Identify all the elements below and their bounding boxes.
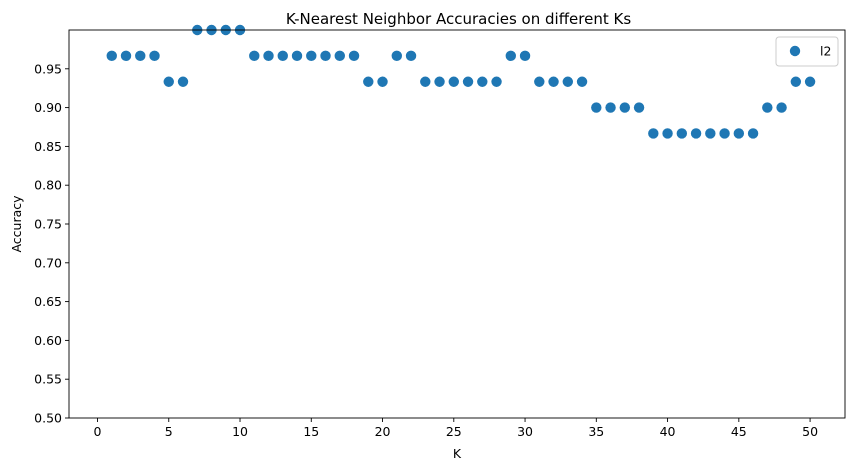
scatter-series [106,24,816,139]
data-point [135,50,146,62]
x-tick-label: 30 [517,424,533,439]
data-point [733,128,745,139]
x-tick-label: 35 [588,424,604,439]
data-point [420,76,431,87]
data-point [149,50,160,62]
data-point [690,128,702,139]
y-tick-label: 0.60 [34,333,62,348]
data-point [762,102,773,113]
data-point [263,50,274,62]
data-point [405,50,417,62]
y-tick-label: 0.85 [34,139,62,154]
data-point [477,76,488,87]
data-point [491,76,502,87]
data-point [662,128,673,139]
y-axis-label: Accuracy [9,195,24,253]
x-tick-label: 15 [303,424,319,439]
data-point [719,128,730,139]
data-point [705,128,716,139]
data-point [519,50,531,62]
y-tick-label: 0.75 [34,217,62,232]
data-point [177,76,189,87]
data-point [277,50,288,62]
axes-frame [68,29,846,419]
data-point [391,50,402,62]
x-tick-label: 10 [232,424,248,439]
x-tick-label: 25 [446,424,462,439]
data-point [363,76,374,87]
x-tick-label: 0 [94,424,102,439]
x-tick-label: 20 [375,424,391,439]
y-tick-label: 0.95 [34,61,62,76]
data-point [106,50,117,62]
data-point [291,50,303,62]
plot-area: 0 5 10 15 20 25 30 35 40 45 50 0.50 0.55 0.60 0.65 0.70… [34,61,818,439]
x-tick-label: 45 [731,424,747,439]
x-tick-label: 5 [165,424,173,439]
data-point [448,76,459,87]
data-point [334,50,345,62]
data-point [249,50,260,62]
data-point [163,76,174,87]
legend-marker [789,45,801,57]
data-point [648,128,659,139]
data-point [562,76,574,87]
data-point [120,50,132,62]
legend-label: l2 [820,44,831,59]
data-point [306,50,317,62]
y-tick-label: 0.80 [34,178,62,193]
chart-title: K-Nearest Neighbor Accuracies on differe… [286,10,631,28]
y-tick-label: 0.90 [34,100,62,115]
data-point [804,76,816,87]
y-tick-label: 0.50 [34,411,62,426]
data-point [605,102,616,113]
data-point [619,102,631,113]
data-point [348,50,360,62]
data-point [776,102,787,113]
data-point [676,128,688,139]
data-point [377,76,388,87]
data-point [548,76,559,87]
y-tick-label: 0.65 [34,294,62,309]
data-point [747,128,759,139]
data-point [591,102,602,113]
data-point [633,102,645,113]
legend-box [775,36,839,67]
x-axis-label: K [453,446,462,461]
data-point [434,76,445,87]
y-tick-label: 0.70 [34,255,62,270]
x-tick-label: 40 [660,424,676,439]
data-point [462,76,474,87]
legend: l2 [775,36,839,67]
y-tick-label: 0.55 [34,372,62,387]
data-point [534,76,545,87]
data-point [790,76,802,87]
data-point [320,50,331,62]
x-tick-label: 50 [802,424,818,439]
data-point [576,76,588,87]
data-point [505,50,516,62]
